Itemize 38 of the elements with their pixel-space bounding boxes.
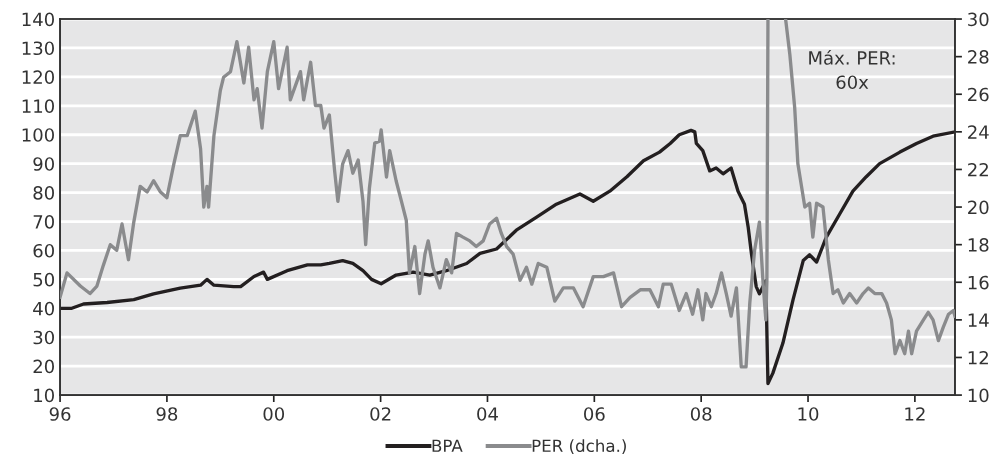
y-tick-label: 130: [22, 41, 54, 56]
x-tick-label: 00: [263, 407, 285, 421]
y-tick-label: 140: [22, 12, 54, 27]
y-tick-label: 120: [22, 70, 54, 85]
x-tick-label: 08: [690, 407, 712, 421]
y-tick-label: 70: [33, 214, 54, 229]
y-tick-label: 80: [33, 186, 54, 200]
y-tick-label: 50: [33, 272, 54, 287]
y2-tick-label: 10: [968, 388, 989, 403]
legend-label: PER (dcha.): [532, 439, 626, 455]
y-tick-label: 100: [22, 128, 54, 142]
line-series: [60, 128, 955, 386]
x-tick-label: 06: [584, 407, 605, 421]
y2-tick-label: 20: [968, 200, 989, 215]
y2-tick-label: 30: [968, 12, 989, 27]
y-tick-label: 30: [33, 330, 54, 345]
x-tick-label: 12: [905, 407, 925, 421]
y-tick-label: 110: [22, 99, 54, 113]
y2-tick-label: 16: [968, 275, 989, 290]
x-tick-label: 96: [49, 407, 71, 421]
x-tick-label: 02: [370, 407, 391, 421]
y-tick-label: 60: [33, 243, 54, 258]
y2-tick-label: 22: [968, 162, 988, 177]
y-tick-label: 10: [34, 388, 54, 403]
y2-tick-label: 12: [968, 350, 988, 365]
y-tick-label: 40: [33, 301, 54, 316]
y2-tick-label: 24: [968, 125, 989, 139]
y-tick-label: 20: [33, 359, 54, 374]
y2-tick-label: 26: [968, 87, 989, 102]
y2-tick-label: 14: [968, 313, 989, 327]
x-tick-label: 98: [156, 407, 178, 421]
y2-tick-label: 18: [968, 238, 989, 252]
legend-label: BPA: [432, 439, 463, 452]
annotation: Máx. PER: 60x: [809, 50, 895, 90]
y2-tick-label: 28: [968, 50, 989, 64]
y-tick-label: 90: [33, 157, 54, 171]
x-tick-label: 04: [477, 407, 498, 421]
x-tick-label: 10: [798, 407, 819, 421]
